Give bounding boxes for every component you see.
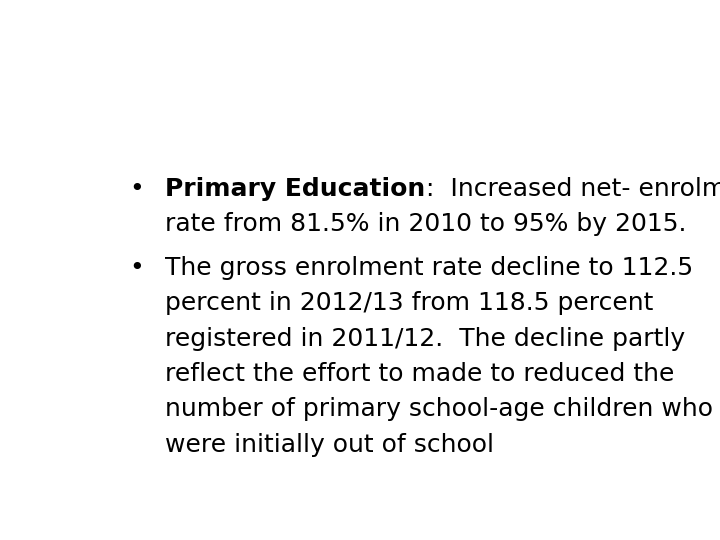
Text: :  Increased net- enrolment: : Increased net- enrolment (426, 177, 720, 201)
Text: •: • (129, 256, 144, 280)
Text: registered in 2011/12.  The decline partly: registered in 2011/12. The decline partl… (166, 327, 685, 351)
Text: percent in 2012/13 from 118.5 percent: percent in 2012/13 from 118.5 percent (166, 292, 654, 315)
Text: rate from 81.5% in 2010 to 95% by 2015.: rate from 81.5% in 2010 to 95% by 2015. (166, 212, 687, 237)
Text: were initially out of school: were initially out of school (166, 433, 495, 457)
Text: Primary Education: Primary Education (166, 177, 426, 201)
Text: •: • (129, 177, 144, 201)
Text: number of primary school-age children who: number of primary school-age children wh… (166, 397, 714, 421)
Text: The gross enrolment rate decline to 112.5: The gross enrolment rate decline to 112.… (166, 256, 693, 280)
Text: reflect the effort to made to reduced the: reflect the effort to made to reduced th… (166, 362, 675, 386)
